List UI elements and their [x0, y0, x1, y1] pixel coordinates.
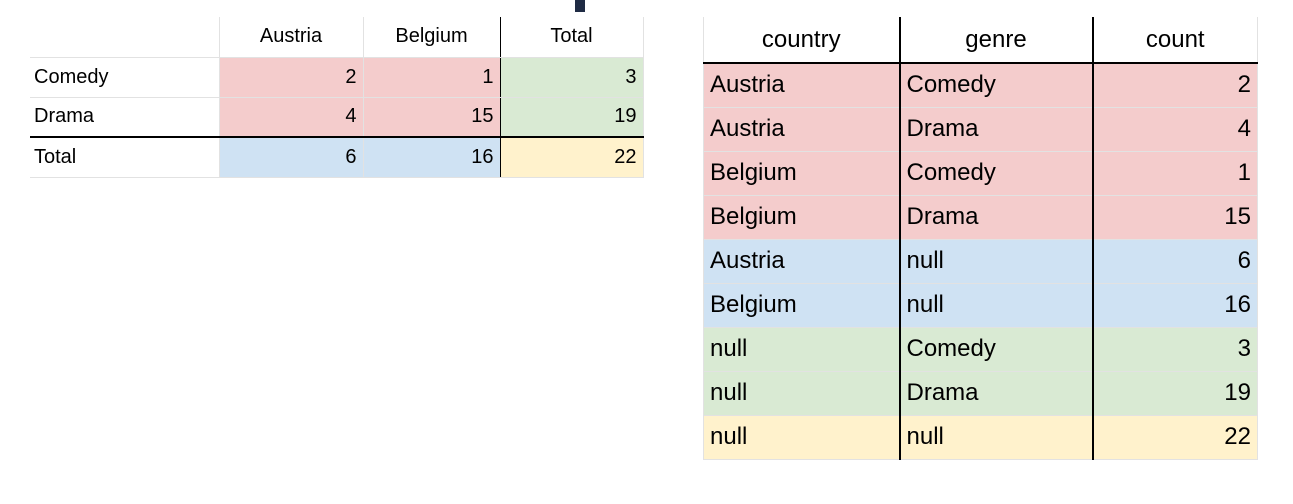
flat-table-row: Austria null 6 [703, 238, 1258, 284]
flat-cell-country[interactable]: Belgium [703, 194, 901, 240]
flat-cell-country[interactable]: null [703, 370, 901, 416]
pivot-row-drama: Drama 4 15 19 [30, 96, 644, 138]
flat-cell-genre[interactable]: Drama [899, 194, 1094, 240]
flat-cell-country[interactable]: null [703, 326, 901, 372]
pivot-row-total-cell[interactable]: 19 [499, 96, 644, 138]
flat-cell-count[interactable]: 1 [1092, 150, 1258, 196]
pivot-row-label[interactable]: Total [30, 136, 220, 178]
pivot-table: Austria Belgium Total Comedy 2 1 3 Drama… [30, 17, 644, 178]
flat-cell-count[interactable]: 16 [1092, 282, 1258, 328]
top-edge-mark [575, 0, 585, 12]
flat-table-row: Austria Drama 4 [703, 106, 1258, 152]
flat-cell-genre[interactable]: null [899, 282, 1094, 328]
flat-table-row: null Drama 19 [703, 370, 1258, 416]
pivot-header-belgium[interactable]: Belgium [362, 17, 501, 58]
flat-header-country[interactable]: country [703, 17, 901, 64]
pivot-cell[interactable]: 15 [362, 96, 501, 138]
pivot-header-total[interactable]: Total [499, 17, 644, 58]
pivot-row-comedy: Comedy 2 1 3 [30, 56, 644, 98]
flat-table-row: Belgium Comedy 1 [703, 150, 1258, 196]
flat-cell-count[interactable]: 6 [1092, 238, 1258, 284]
pivot-row-total-cell[interactable]: 3 [499, 56, 644, 98]
pivot-column-total-cell[interactable]: 6 [218, 136, 364, 178]
flat-table-row: null null 22 [703, 414, 1258, 460]
flat-header-genre[interactable]: genre [899, 17, 1094, 64]
flat-cell-genre[interactable]: Comedy [899, 326, 1094, 372]
flat-cell-genre[interactable]: null [899, 238, 1094, 284]
flat-cell-country[interactable]: Austria [703, 238, 901, 284]
flat-cell-count[interactable]: 3 [1092, 326, 1258, 372]
flat-table: country genre count Austria Comedy 2 Austri… [703, 17, 1258, 460]
flat-table-row: Belgium Drama 15 [703, 194, 1258, 240]
pivot-column-total-cell[interactable]: 16 [362, 136, 501, 178]
flat-cell-genre[interactable]: Drama [899, 370, 1094, 416]
flat-cell-genre[interactable]: null [899, 414, 1094, 460]
flat-cell-genre[interactable]: Drama [899, 106, 1094, 152]
pivot-header-austria[interactable]: Austria [218, 17, 364, 58]
pivot-row-label[interactable]: Comedy [30, 56, 220, 98]
flat-cell-count[interactable]: 19 [1092, 370, 1258, 416]
flat-header-count[interactable]: count [1092, 17, 1258, 64]
flat-cell-country[interactable]: null [703, 414, 901, 460]
flat-table-row: Belgium null 16 [703, 282, 1258, 328]
flat-cell-count[interactable]: 2 [1092, 62, 1258, 108]
pivot-row-total: Total 6 16 22 [30, 136, 644, 178]
flat-cell-count[interactable]: 4 [1092, 106, 1258, 152]
flat-table-row: null Comedy 3 [703, 326, 1258, 372]
flat-cell-genre[interactable]: Comedy [899, 150, 1094, 196]
pivot-cell[interactable]: 4 [218, 96, 364, 138]
flat-cell-country[interactable]: Austria [703, 106, 901, 152]
flat-cell-country[interactable]: Austria [703, 62, 901, 108]
pivot-header-row: Austria Belgium Total [30, 17, 644, 58]
flat-header-row: country genre count [703, 17, 1258, 64]
flat-cell-genre[interactable]: Comedy [899, 62, 1094, 108]
pivot-cell[interactable]: 2 [218, 56, 364, 98]
pivot-corner-cell[interactable] [30, 17, 220, 58]
flat-cell-count[interactable]: 22 [1092, 414, 1258, 460]
flat-cell-country[interactable]: Belgium [703, 150, 901, 196]
flat-cell-count[interactable]: 15 [1092, 194, 1258, 240]
pivot-row-label[interactable]: Drama [30, 96, 220, 138]
pivot-cell[interactable]: 1 [362, 56, 501, 98]
flat-table-row: Austria Comedy 2 [703, 62, 1258, 108]
flat-cell-country[interactable]: Belgium [703, 282, 901, 328]
pivot-grand-total-cell[interactable]: 22 [499, 136, 644, 178]
